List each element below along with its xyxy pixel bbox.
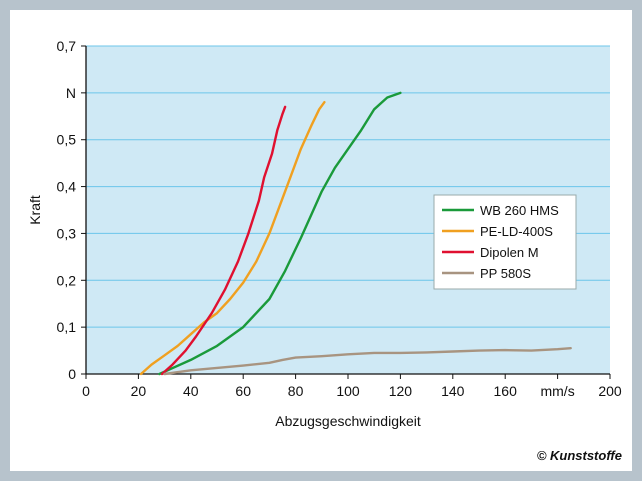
y-tick-label: 0,5 [57,132,77,148]
copyright-label: © Kunststoffe [536,448,622,463]
x-tick-label: 40 [183,383,199,399]
series-line-1 [139,101,326,376]
y-axis-label: Kraft [27,195,43,225]
gridlines [86,45,610,328]
y-tick-labels: 0 0,1 0,2 0,3 0,4 0,5 N 0,7 [57,38,86,382]
x-tick-label: 160 [494,383,518,399]
x-tick-labels: 0 20 40 60 80 100 120 140 160 mm/s 200 [82,374,622,399]
x-tick-label: 60 [235,383,251,399]
legend-label-1: PE-LD-400S [480,224,553,239]
chart: 0 0,1 0,2 0,3 0,4 0,5 N 0,7 0 20 40 60 80 100 120 140 1… [27,38,622,429]
figure-frame: 0 0,1 0,2 0,3 0,4 0,5 N 0,7 0 20 40 60 80 100 120 140 1… [10,10,632,471]
series-line-3 [163,347,572,376]
series-line-0 [158,91,402,376]
y-tick-label: 0,2 [57,272,77,288]
y-tick-label: 0,1 [57,319,77,335]
x-axis-label: Abzugsgeschwindigkeit [275,413,421,429]
x-tick-label: 80 [288,383,304,399]
x-tick-label: 120 [389,383,413,399]
series-lines [139,91,572,376]
y-tick-label: 0,3 [57,225,77,241]
y-tick-label: 0,7 [57,38,77,54]
y-tick-label: 0 [68,366,76,382]
x-tick-label: mm/s [540,383,574,399]
legend-label-0: WB 260 HMS [480,203,559,218]
legend-label-2: Dipolen M [480,245,539,260]
x-tick-label: 0 [82,383,90,399]
x-tick-label: 200 [598,383,622,399]
y-tick-label: N [66,85,76,101]
x-tick-label: 100 [336,383,360,399]
series-line-2 [160,105,287,376]
x-tick-label: 140 [441,383,465,399]
legend: WB 260 HMS PE-LD-400S Dipolen M PP 580S [433,194,577,290]
x-tick-label: 20 [131,383,147,399]
legend-label-3: PP 580S [480,266,531,281]
y-tick-label: 0,4 [57,179,77,195]
